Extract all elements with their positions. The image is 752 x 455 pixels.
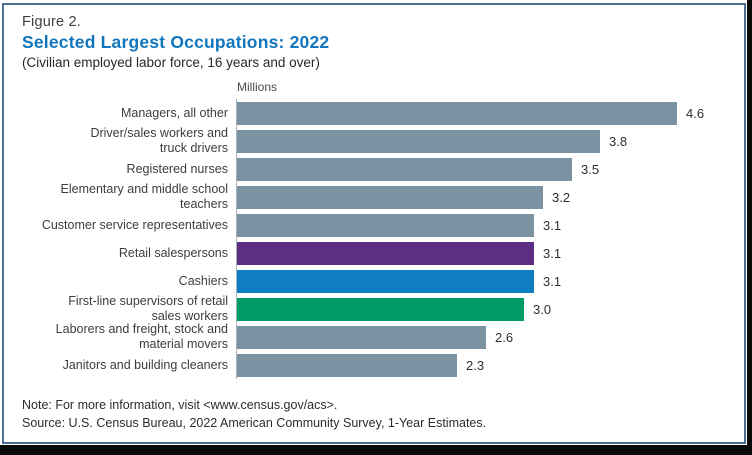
bar-category-label: Driver/sales workers and truck drivers (90, 126, 228, 155)
figure-footer: Note: For more information, visit <www.c… (22, 396, 486, 432)
bar (237, 297, 524, 321)
bar (237, 185, 543, 209)
bar-category-label: Customer service representatives (41, 217, 228, 232)
bar-value-label: 3.1 (543, 217, 562, 233)
bar-track: 3.8 (236, 127, 744, 155)
bar-value-label: 3.8 (609, 133, 628, 149)
figure-title: Selected Largest Occupations: 2022 (22, 32, 330, 52)
bar-category-label: Managers, all other (120, 105, 228, 120)
bar-track: 2.3 (236, 351, 744, 379)
bar (237, 241, 534, 265)
screenshot-edge-right (747, 0, 752, 455)
bar-category-label: Elementary and middle school teachers (60, 182, 228, 211)
bar-track: 3.5 (236, 155, 744, 183)
bar-track: 3.1 (236, 267, 744, 295)
bar-category-label: Laborers and freight, stock and material… (55, 322, 228, 351)
bar (237, 129, 600, 153)
bar (237, 157, 572, 181)
bar-row: Retail salespersons 3.1 (4, 239, 744, 267)
bar-value-label: 2.6 (495, 329, 514, 345)
bar-value-label: 3.0 (533, 301, 552, 317)
bar-row: Laborers and freight, stock and material… (4, 322, 744, 351)
note-text: Note: For more information, visit <www.c… (22, 398, 338, 412)
bar-row: Customer service representatives 3.1 (4, 211, 744, 239)
bar-category-label: Janitors and building cleaners (62, 357, 228, 372)
bar-row: Driver/sales workers and truck drivers 3.… (4, 126, 744, 155)
bar-row: Janitors and building cleaners 2.3 (4, 351, 744, 379)
bar (237, 213, 534, 237)
source-text: Source: U.S. Census Bureau, 2022 America… (22, 416, 487, 430)
figure-subtitle: (Civilian employed labor force, 16 years… (22, 55, 320, 70)
bar (237, 353, 457, 377)
bar-category-label: Registered nurses (126, 161, 228, 176)
bar-value-label: 3.2 (552, 189, 571, 205)
bar-track: 4.6 (236, 99, 744, 127)
figure-number-label: Figure 2. (22, 14, 82, 30)
bar-chart: Managers, all other 4.6 Driver/sales worke… (4, 99, 744, 379)
bar-category-label: First-line supervisors of retail sales w… (68, 294, 228, 323)
bar-row: First-line supervisors of retail sales w… (4, 294, 744, 323)
bar-value-label: 2.3 (466, 357, 485, 373)
bar-track: 2.6 (236, 323, 744, 351)
bar-value-label: 3.1 (543, 245, 562, 261)
screenshot-edge-bottom (0, 445, 752, 455)
bar-value-label: 3.1 (543, 273, 562, 289)
bar-row: Cashiers 3.1 (4, 267, 744, 295)
bar-row: Managers, all other 4.6 (4, 99, 744, 127)
bar-track: 3.1 (236, 211, 744, 239)
bar (237, 101, 677, 125)
bar-value-label: 4.6 (686, 105, 705, 121)
bar-value-label: 3.5 (581, 161, 600, 177)
bar (237, 269, 534, 293)
bar-row: Registered nurses 3.5 (4, 155, 744, 183)
bar-track: 3.1 (236, 239, 744, 267)
bar-row: Elementary and middle school teachers 3.2 (4, 182, 744, 211)
figure-frame: Figure 2. Selected Largest Occupations: … (2, 3, 746, 444)
bar-category-label: Retail salespersons (118, 245, 228, 260)
axis-unit-label: Millions (237, 80, 278, 94)
bar-track: 3.2 (236, 183, 744, 211)
bar (237, 325, 486, 349)
bar-track: 3.0 (236, 295, 744, 323)
bar-category-label: Cashiers (178, 273, 228, 288)
